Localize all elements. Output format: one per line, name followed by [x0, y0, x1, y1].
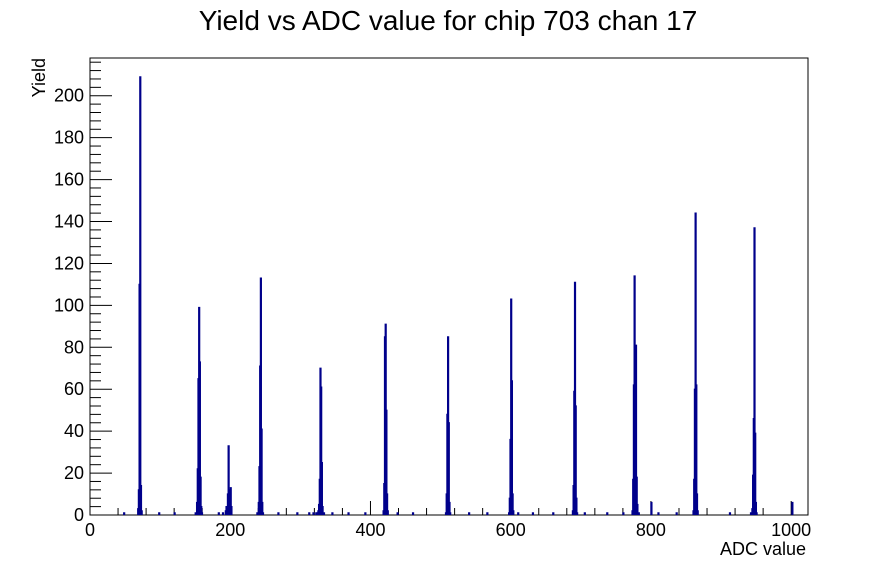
histogram-bin: [261, 512, 265, 515]
histogram-bin: [386, 510, 389, 515]
y-tick-label: 120: [54, 253, 84, 273]
histogram-bin: [229, 487, 232, 515]
histogram-bin: [695, 493, 699, 515]
y-tick-label: 140: [54, 212, 84, 232]
y-tick-label: 160: [54, 170, 84, 190]
histogram-bin: [696, 510, 699, 515]
histogram-bin: [308, 512, 311, 515]
histogram-bin: [755, 512, 758, 515]
histogram-bin: [173, 512, 176, 515]
y-tick-label: 40: [64, 421, 84, 441]
y-axis-label: Yield: [29, 58, 49, 97]
histogram-bin: [364, 512, 367, 515]
histogram-bin: [675, 512, 678, 515]
histogram-bin: [636, 503, 639, 515]
histogram-bin: [583, 512, 586, 515]
histogram-bin: [468, 512, 471, 515]
y-tick-label: 180: [54, 128, 84, 148]
histogram-bin: [123, 512, 126, 515]
histogram-bin: [261, 501, 264, 515]
histogram-bin: [606, 512, 609, 515]
histogram-bin: [139, 76, 142, 515]
histogram-bin: [320, 461, 323, 515]
histogram-bin: [486, 512, 489, 515]
axis-ticks: 0 200 400 600 800 1000 0 20 40 60 80 100 120 140 160 18…: [54, 61, 811, 540]
histogram-bin: [576, 512, 579, 515]
histogram-bin: [139, 485, 143, 515]
histogram-bin: [322, 512, 326, 515]
histogram-bin: [657, 512, 660, 515]
histogram-bin: [347, 512, 350, 515]
histogram-bin: [230, 506, 233, 515]
histogram-bin: [622, 512, 625, 515]
histogram-bin: [517, 512, 520, 515]
histogram-bin: [448, 501, 451, 515]
histogram-bin: [260, 428, 263, 515]
histogram-bin: [411, 512, 415, 515]
histogram-bin: [396, 512, 399, 515]
histogram-bin: [200, 506, 203, 515]
histogram-bin: [753, 227, 756, 515]
histogram-bin: [320, 386, 323, 515]
x-tick-label: 200: [215, 520, 245, 540]
y-tick-label: 100: [54, 295, 84, 315]
histogram-bin: [200, 512, 204, 515]
y-tick-label: 60: [64, 379, 84, 399]
x-axis-label: ADC value: [720, 539, 806, 559]
histogram-bin: [217, 512, 220, 515]
histogram-bin: [512, 510, 515, 515]
histogram-bin: [573, 281, 577, 515]
histogram-bin: [199, 476, 202, 515]
histogram-bin: [635, 476, 638, 515]
histogram-bin: [198, 361, 201, 515]
histogram-bin: [221, 512, 225, 515]
histogram-bin: [575, 497, 578, 515]
histogram-bin: [650, 501, 653, 515]
histogram-bin: [634, 344, 638, 515]
histogram-bin: [158, 512, 161, 515]
histogram-bin: [531, 512, 535, 515]
histogram-bin: [694, 212, 697, 515]
histogram-bin: [552, 512, 555, 515]
histogram-bin: [385, 493, 389, 515]
histogram-bin: [140, 510, 143, 515]
y-tick-label: 80: [64, 337, 84, 357]
histogram-bin: [385, 409, 388, 515]
histogram-bin: [321, 506, 324, 515]
x-tick-label: 600: [496, 520, 526, 540]
histogram-bin: [574, 405, 577, 515]
histogram-series: [123, 76, 794, 515]
y-tick-label: 0: [74, 505, 84, 525]
histogram-bin: [449, 512, 452, 515]
histogram-bin: [447, 422, 450, 515]
x-tick-label: 1000: [771, 520, 811, 540]
y-tick-label: 200: [54, 86, 84, 106]
histogram-bin: [754, 432, 757, 515]
histogram-bin: [296, 512, 299, 515]
histogram-bin: [312, 512, 315, 515]
histogram-bin: [695, 384, 698, 515]
histogram-bin: [227, 445, 230, 515]
histogram-bin: [754, 501, 758, 515]
x-tick-label: 800: [636, 520, 666, 540]
histogram-bin: [510, 380, 514, 515]
histogram-bin: [791, 501, 794, 515]
histogram-bin: [331, 512, 334, 515]
histogram-bin: [259, 277, 262, 515]
histogram-bin: [511, 493, 514, 515]
chart-title: Yield vs ADC value for chip 703 chan 17: [199, 5, 698, 36]
y-tick-label: 20: [64, 463, 84, 483]
x-tick-label: 0: [85, 520, 95, 540]
histogram-bin: [277, 512, 280, 515]
histogram-bin: [728, 512, 732, 515]
x-tick-label: 400: [355, 520, 385, 540]
histogram-bin: [637, 512, 640, 515]
